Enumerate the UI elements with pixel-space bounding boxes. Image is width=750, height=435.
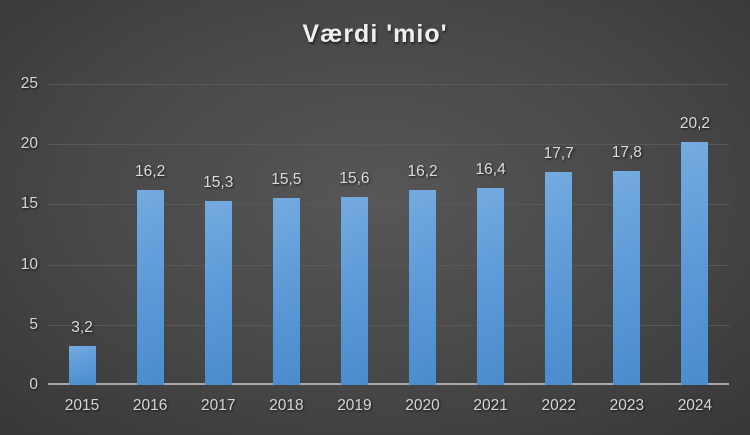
- bar-value-label-2021: 16,4: [475, 160, 506, 178]
- gridline-25: [48, 84, 729, 85]
- bar-column-2018: 15,5: [252, 171, 320, 385]
- x-tick-label-2017: 2017: [200, 397, 236, 414]
- gridline-10: [48, 264, 729, 266]
- bar-value-label-2015: 3,2: [71, 319, 93, 337]
- bar-value-label-2020: 16,2: [407, 162, 438, 180]
- bar-column-2016: 16,2: [116, 163, 184, 385]
- x-tick-label-2020: 2020: [405, 397, 440, 414]
- bar-value-label-2016: 16,2: [135, 162, 166, 180]
- bar-2021[interactable]: [477, 187, 505, 385]
- x-tick-label-2015: 2015: [64, 397, 100, 414]
- bar-column-2017: 15,3: [184, 174, 252, 385]
- bar-value-label-2017: 15,3: [203, 173, 234, 191]
- x-tick-label-2016: 2016: [132, 397, 168, 414]
- bar-2015[interactable]: [68, 346, 96, 385]
- gridline-5: [48, 324, 729, 326]
- x-tick-label-2022: 2022: [541, 397, 576, 414]
- chart-title: Værdi 'mio': [302, 20, 448, 48]
- bar-value-label-2019: 15,6: [339, 170, 370, 188]
- bar-2018[interactable]: [272, 198, 300, 385]
- x-tick-label-2018: 2018: [269, 397, 304, 414]
- bar-column-2024: 20,2: [661, 115, 729, 385]
- bar-2022[interactable]: [545, 171, 573, 385]
- bar-2016[interactable]: [136, 189, 164, 385]
- y-tick-label-20: 20: [20, 135, 38, 153]
- bar-value-label-2024: 20,2: [679, 114, 711, 132]
- bar-value-label-2018: 15,5: [271, 171, 302, 189]
- bar-value-label-2022: 17,7: [543, 144, 574, 162]
- bar-column-2021: 16,4: [457, 161, 525, 385]
- y-tick-label-15: 15: [20, 195, 38, 213]
- x-tick-label-2023: 2023: [609, 397, 645, 414]
- y-tick-label-25: 25: [20, 75, 38, 92]
- bar-column-2023: 17,8: [593, 144, 661, 385]
- bar-column-2019: 15,6: [320, 170, 388, 385]
- bar-value-label-2023: 17,8: [611, 143, 642, 161]
- bar-2019[interactable]: [340, 197, 368, 385]
- y-tick-label-5: 5: [29, 315, 38, 333]
- bar-2020[interactable]: [409, 189, 437, 385]
- bar-column-2022: 17,7: [525, 145, 593, 385]
- y-tick-label-10: 10: [20, 255, 38, 273]
- gridline-20: [48, 144, 729, 146]
- x-tick-label-2021: 2021: [473, 397, 508, 414]
- x-axis-line: [48, 383, 729, 385]
- x-tick-label-2019: 2019: [337, 397, 372, 414]
- bar-2024[interactable]: [681, 141, 709, 385]
- plot-area: 3,2 16,2 15,3 15,5 15,6 16,2 16,4 17,7 17,8 20,2: [48, 84, 729, 385]
- bar-2023[interactable]: [613, 170, 641, 385]
- y-tick-label-0: 0: [29, 376, 38, 393]
- bar-column-2020: 16,2: [389, 163, 457, 385]
- x-tick-label-2024: 2024: [677, 397, 713, 414]
- gridline-15: [48, 204, 729, 206]
- bar-2017[interactable]: [204, 200, 232, 385]
- bar-column-2015: 3,2: [48, 319, 116, 385]
